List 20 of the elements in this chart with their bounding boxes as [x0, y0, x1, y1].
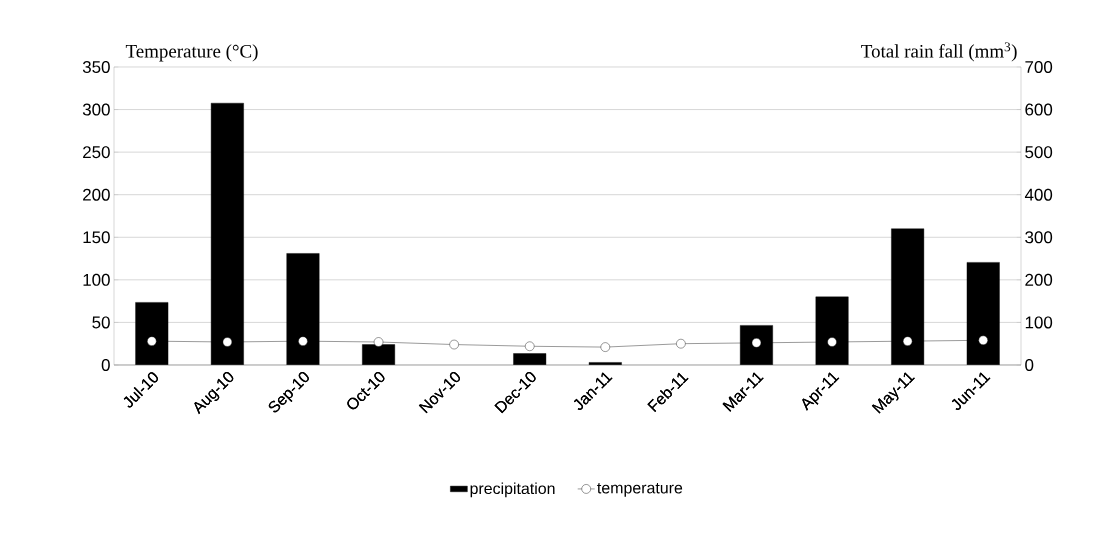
y-tick-label: 250 — [83, 146, 110, 159]
legend-label: temperature — [597, 483, 683, 497]
y2-tick-label: 0 — [1025, 358, 1034, 371]
y-tick-label: 0 — [101, 358, 110, 371]
y2-tick-label: 700 — [1025, 60, 1053, 73]
y-axis-title: Temperature (°C) — [125, 44, 258, 62]
y2-tick-label: 500 — [1025, 146, 1053, 159]
y2-tick-label: 600 — [1025, 103, 1053, 116]
y-tick-label: 100 — [83, 273, 110, 286]
y-tick-label: 300 — [82, 103, 110, 116]
y2-axis-title: Total rain fall (mm$^{3}$) — [861, 42, 1017, 62]
legend-label: precipitation — [470, 482, 555, 498]
y-tick-label: 150 — [83, 231, 110, 244]
y2-tick-label: 200 — [1025, 273, 1053, 286]
y2-tick-label: 100 — [1025, 316, 1053, 329]
y2-tick-label: 300 — [1025, 231, 1053, 244]
y-tick-label: 350 — [82, 60, 110, 73]
y-tick-label: 200 — [83, 188, 110, 201]
y2-tick-label: 400 — [1024, 188, 1053, 201]
y-tick-label: 50 — [92, 316, 110, 329]
